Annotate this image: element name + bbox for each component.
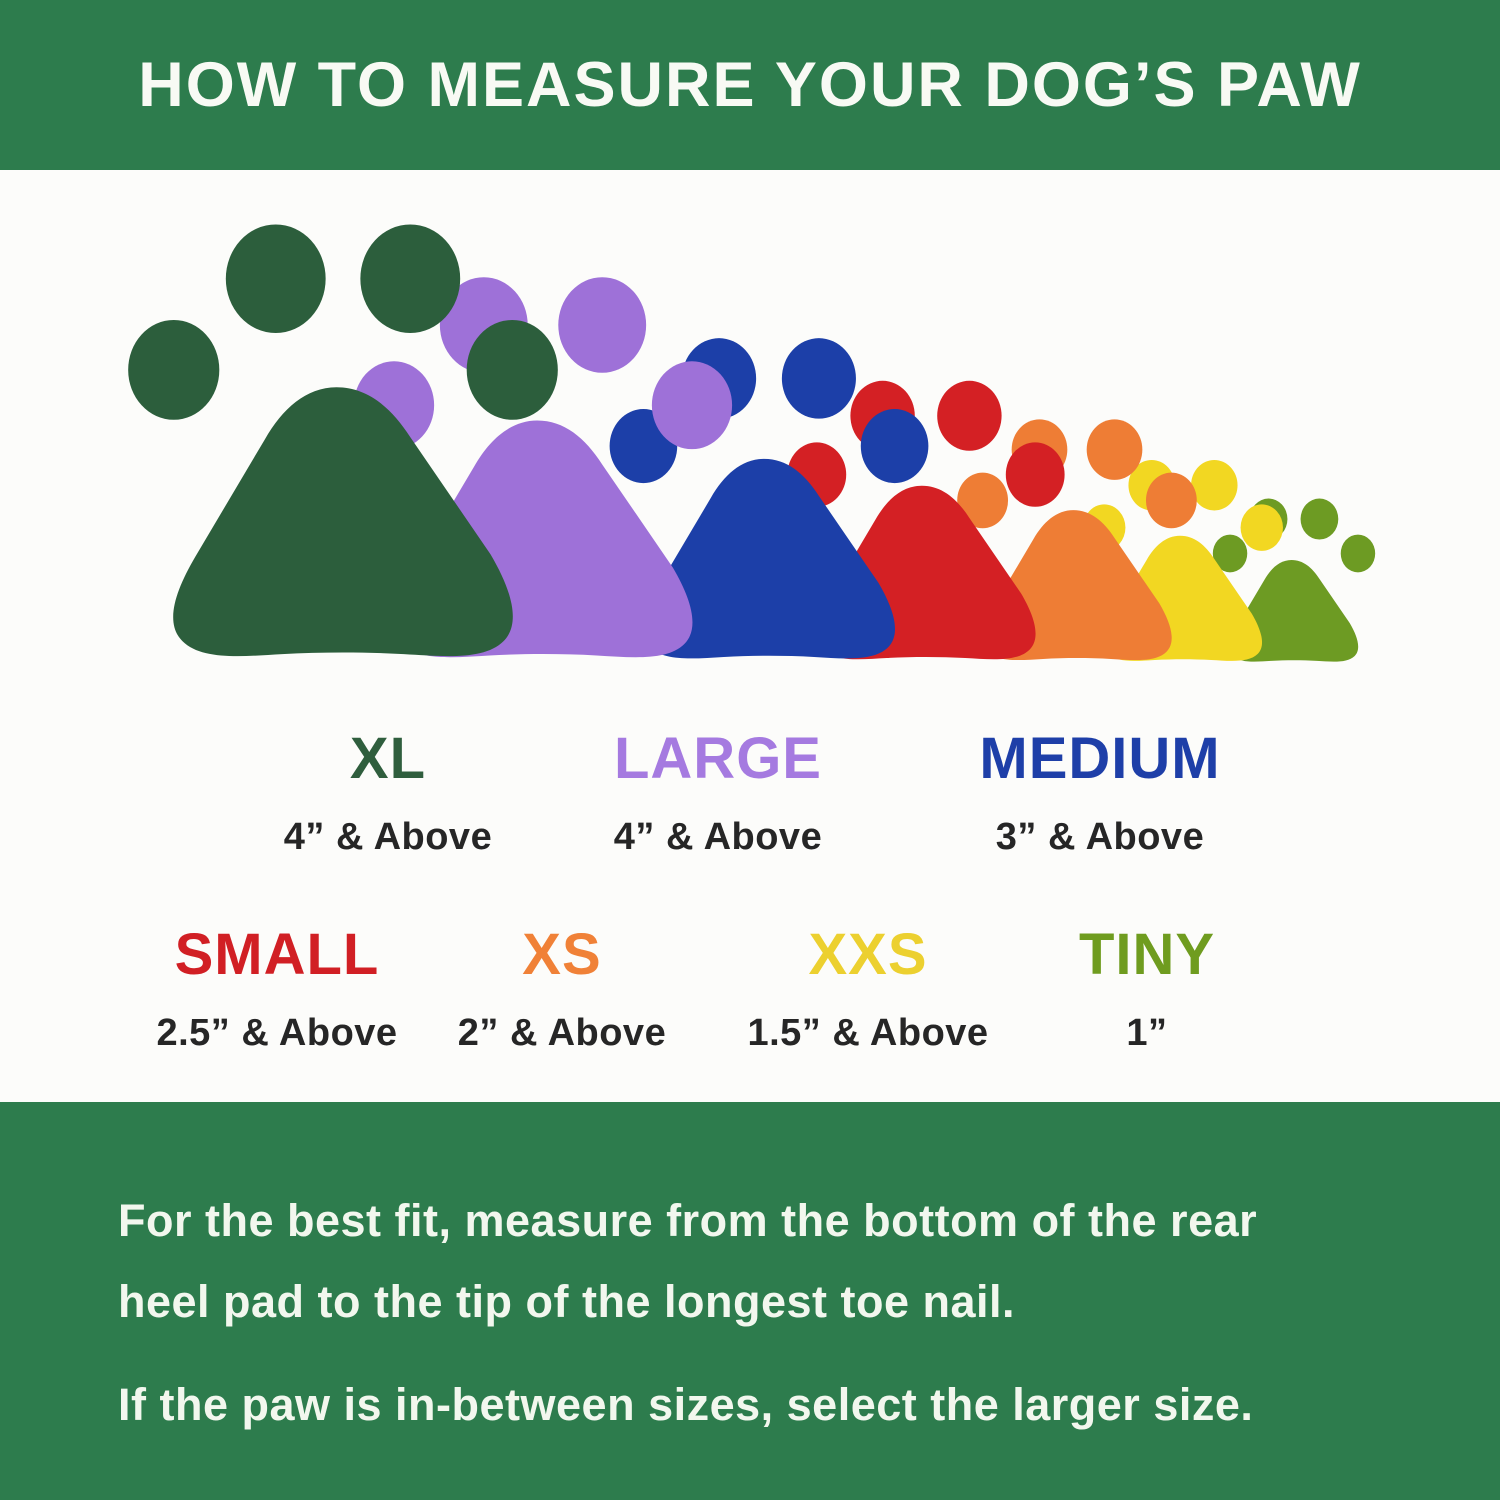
footer-text-line: For the best fit, measure from the botto… [118,1195,1258,1246]
footer-text-line: If the paw is in-between sizes, select t… [118,1379,1254,1430]
size-measurement-text: 4” & Above [283,816,493,858]
size-measurement-text: 2” & Above [457,1012,667,1054]
size-label-tiny: TINY 1” [1079,924,1215,1055]
size-measurement-text: 1” [1126,1012,1168,1054]
size-name-text: XXS [808,922,928,987]
size-label-xl: XL 4” & Above [284,728,492,859]
size-name-text: TINY [1078,922,1216,987]
footer-text-line: heel pad to the tip of the longest toe n… [118,1276,1016,1327]
size-label-large: LARGE 4” & Above [614,728,822,859]
header-band: HOW TO MEASURE YOUR DOG’S PAW [0,0,1500,170]
size-label-xxs: XXS 1.5” & Above [747,924,988,1055]
size-label-xs: XS 2” & Above [458,924,666,1055]
size-name-text: XS [522,922,602,987]
size-name-text: SMALL [174,922,380,987]
footer-instructions: For the best fit, measure from the botto… [118,1180,1430,1445]
size-label-medium: MEDIUM 3” & Above [979,728,1220,859]
size-name-text: MEDIUM [979,726,1221,791]
size-label-small: SMALL 2.5” & Above [156,924,397,1055]
size-measurement-text: 2.5” & Above [156,1012,398,1054]
size-name-text: XL [349,726,427,791]
size-name-text: LARGE [613,726,822,791]
size-measurement-text: 4” & Above [613,816,823,858]
size-measurement-text: 1.5” & Above [747,1012,989,1054]
size-measurement-text: 3” & Above [995,816,1205,858]
page-title: HOW TO MEASURE YOUR DOG’S PAW [138,50,1362,120]
footer-band: For the best fit, measure from the botto… [0,1102,1500,1500]
